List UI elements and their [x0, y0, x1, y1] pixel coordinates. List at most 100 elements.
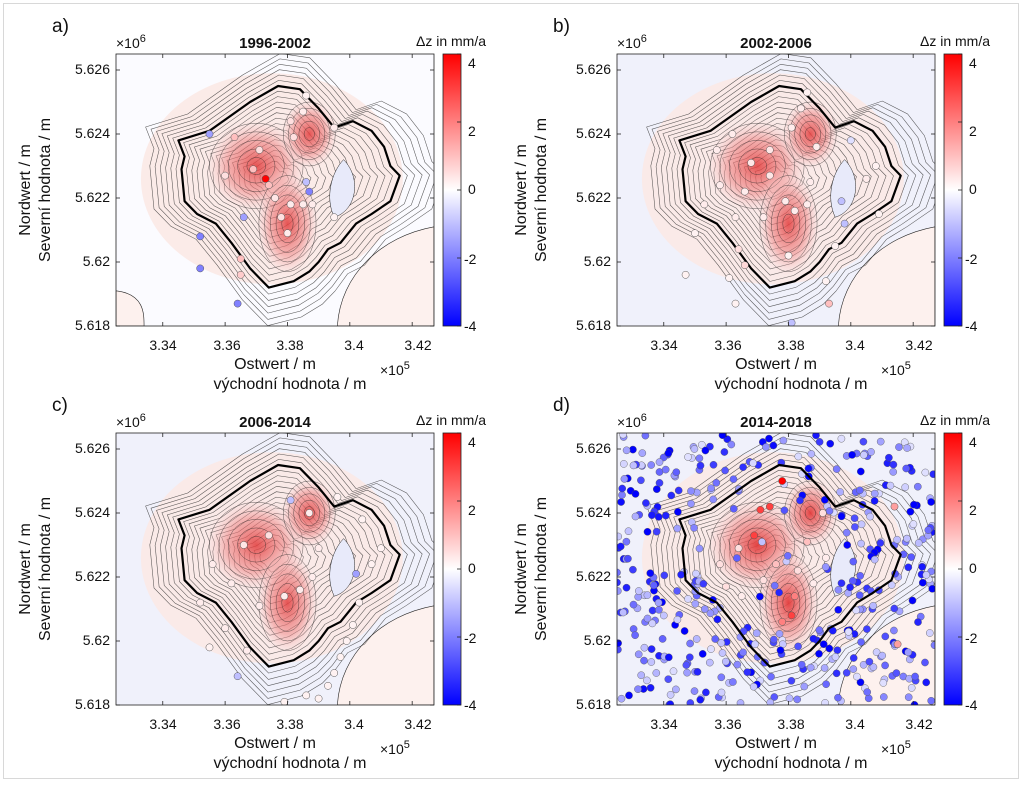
- panel-c-contour-line: [293, 493, 326, 533]
- panel-b-contour-line: [765, 184, 812, 263]
- panel-d-measurement-point: [876, 437, 885, 446]
- panel-d-measurement-point: [869, 663, 878, 671]
- panel-d-measurement-point: [652, 669, 661, 677]
- panel-a-measurement-point: [283, 229, 292, 238]
- panel-b-colorbar-tick-labels: 4 2 0 -2 -4: [965, 55, 978, 334]
- panel-a-measurement-point: [286, 200, 295, 209]
- panel-b-contour-line: [776, 204, 801, 244]
- panel-d-measurement-point: [863, 688, 872, 696]
- panel-d-title: 2014-2018: [740, 414, 812, 431]
- panel-c-contour-line: [264, 563, 311, 642]
- panel-b-measurement-point: [803, 88, 812, 97]
- panel-b-measurement-point: [797, 104, 805, 113]
- panel-d-measurement-point: [806, 663, 815, 672]
- panel-d-measurement-point: [695, 544, 704, 553]
- panel-d-measurement-point: [812, 433, 820, 440]
- panel-b-colorbar-tick-label: 2: [969, 123, 977, 139]
- panel-d-measurement-point: [887, 581, 896, 589]
- panel-a-hotspot: [278, 95, 341, 173]
- figure-frame: [3, 3, 1019, 779]
- panel-d-measurement-point: [794, 452, 803, 461]
- panel-a-ylabel-cz: Severní hodnota / m: [37, 118, 54, 262]
- panel-b-measurement-point: [790, 206, 799, 215]
- panel-d-measurement-point: [780, 506, 789, 515]
- panel-d-measurement-point: [718, 649, 727, 657]
- panel-d-y-multiplier-base: ×10: [617, 414, 641, 430]
- panel-d-measurement-point: [834, 693, 842, 702]
- panel-b-measurement-point: [840, 219, 849, 228]
- panel-b-xtick-label: 3.42: [905, 337, 932, 353]
- panel-d-ylabel-de: Nordwert / m: [513, 523, 530, 615]
- panel-d-axes-frame: [616, 432, 936, 706]
- panel-a-measurement-point: [286, 117, 295, 126]
- panel-b-measurement-point: [806, 178, 815, 186]
- panel-d-measurement-point: [631, 512, 640, 521]
- panel-c-contour-line: [166, 453, 416, 680]
- panel-d-y-multiplier: ×106: [617, 412, 647, 430]
- panel-d-measurement-point: [717, 688, 726, 697]
- panel-b-measurement-point: [725, 274, 734, 282]
- panel-b-xtick-label: 3.4: [845, 337, 865, 353]
- panel-d-measurement-point: [707, 484, 715, 493]
- panel-c-measurement-point: [227, 579, 236, 588]
- panel-d-measurement-point: [709, 460, 718, 469]
- panel-d-measurement-point: [622, 446, 631, 455]
- panel-b-measurement-point: [837, 197, 846, 206]
- panel-b-mining-boundary: [678, 84, 902, 289]
- panel-d-measurement-point: [836, 488, 844, 496]
- panel-a-measurement-point: [239, 213, 248, 222]
- panel-d-xtick-labels: 3.34 3.36 3.38 3.4 3.42: [650, 716, 932, 732]
- panel-d-measurement-point: [631, 490, 640, 498]
- panel-c-x-multiplier-base: ×10: [380, 741, 404, 757]
- panel-c-xtick-label: 3.4: [344, 716, 364, 732]
- panel-d-colorbar-tick-label: 4: [969, 434, 977, 450]
- panel-d-mining-boundary: [678, 463, 902, 668]
- panel-d-colorbar-label: Δz in mm/a: [920, 412, 990, 428]
- panel-d-measurement-point: [664, 675, 673, 684]
- panel-d-measurement-point: [851, 523, 859, 531]
- panel-d-measurement-point: [769, 441, 778, 450]
- panel-d-measurement-point: [778, 617, 787, 626]
- panel-c-colorbar-tick-label: -4: [464, 697, 477, 713]
- panel-d-measurement-point: [643, 676, 651, 685]
- panel-c-colorbar-tick-label: 2: [468, 502, 476, 518]
- panel-d-measurement-point: [756, 505, 765, 514]
- panel-d-measurement-point: [807, 450, 816, 458]
- panel-d-measurement-point: [821, 699, 829, 705]
- panel-d-measurement-point: [648, 511, 656, 520]
- panel-d-measurement-point: [784, 552, 792, 560]
- panel-c-y-multiplier-base: ×10: [116, 414, 140, 430]
- panel-b-title: 2002-2006: [740, 35, 812, 52]
- panel-b-x-multiplier: ×105: [881, 360, 911, 378]
- panel-d-measurement-point: [820, 664, 829, 672]
- panel-a-ytick-label: 5.618: [75, 317, 110, 333]
- panel-c-contour-line: [237, 527, 276, 563]
- panel-c-colorbar-tick-label: 0: [468, 560, 476, 576]
- panel-c-measurement-point: [352, 569, 360, 578]
- panel-b-measurement-point: [740, 261, 749, 270]
- panel-d-plot: [616, 432, 963, 706]
- panel-d-ytick-label: 5.624: [576, 504, 611, 520]
- panel-d-measurement-point: [648, 606, 657, 615]
- panel-c-x-exponent: 5: [404, 739, 410, 751]
- panel-b-contour-line: [667, 74, 917, 301]
- panel-d-measurement-point: [856, 572, 865, 580]
- panel-d-measurement-point: [787, 611, 796, 620]
- panel-d-measurement-point: [914, 482, 922, 491]
- panel-d-measurement-point: [767, 672, 775, 681]
- panel-d-measurement-point: [892, 669, 901, 677]
- panel-d-measurement-point: [734, 544, 743, 553]
- panel-c-contour-line: [275, 583, 300, 623]
- panel-a-contour-line: [258, 175, 317, 272]
- panel-a-measurement-point: [299, 107, 307, 116]
- panel-d-measurement-point: [669, 667, 678, 676]
- panel-d-measurement-point: [793, 566, 802, 575]
- panel-d-measurement-point: [864, 694, 873, 703]
- panel-d-measurement-point: [706, 609, 715, 618]
- panel-d-measurement-point: [750, 531, 759, 540]
- panel-d-measurement-point: [770, 581, 779, 590]
- panel-d-measurement-point: [701, 446, 710, 455]
- panel-a-measurement-point: [261, 174, 270, 183]
- panel-d-measurement-point: [832, 669, 841, 678]
- panel-a-measurement-point: [196, 232, 205, 241]
